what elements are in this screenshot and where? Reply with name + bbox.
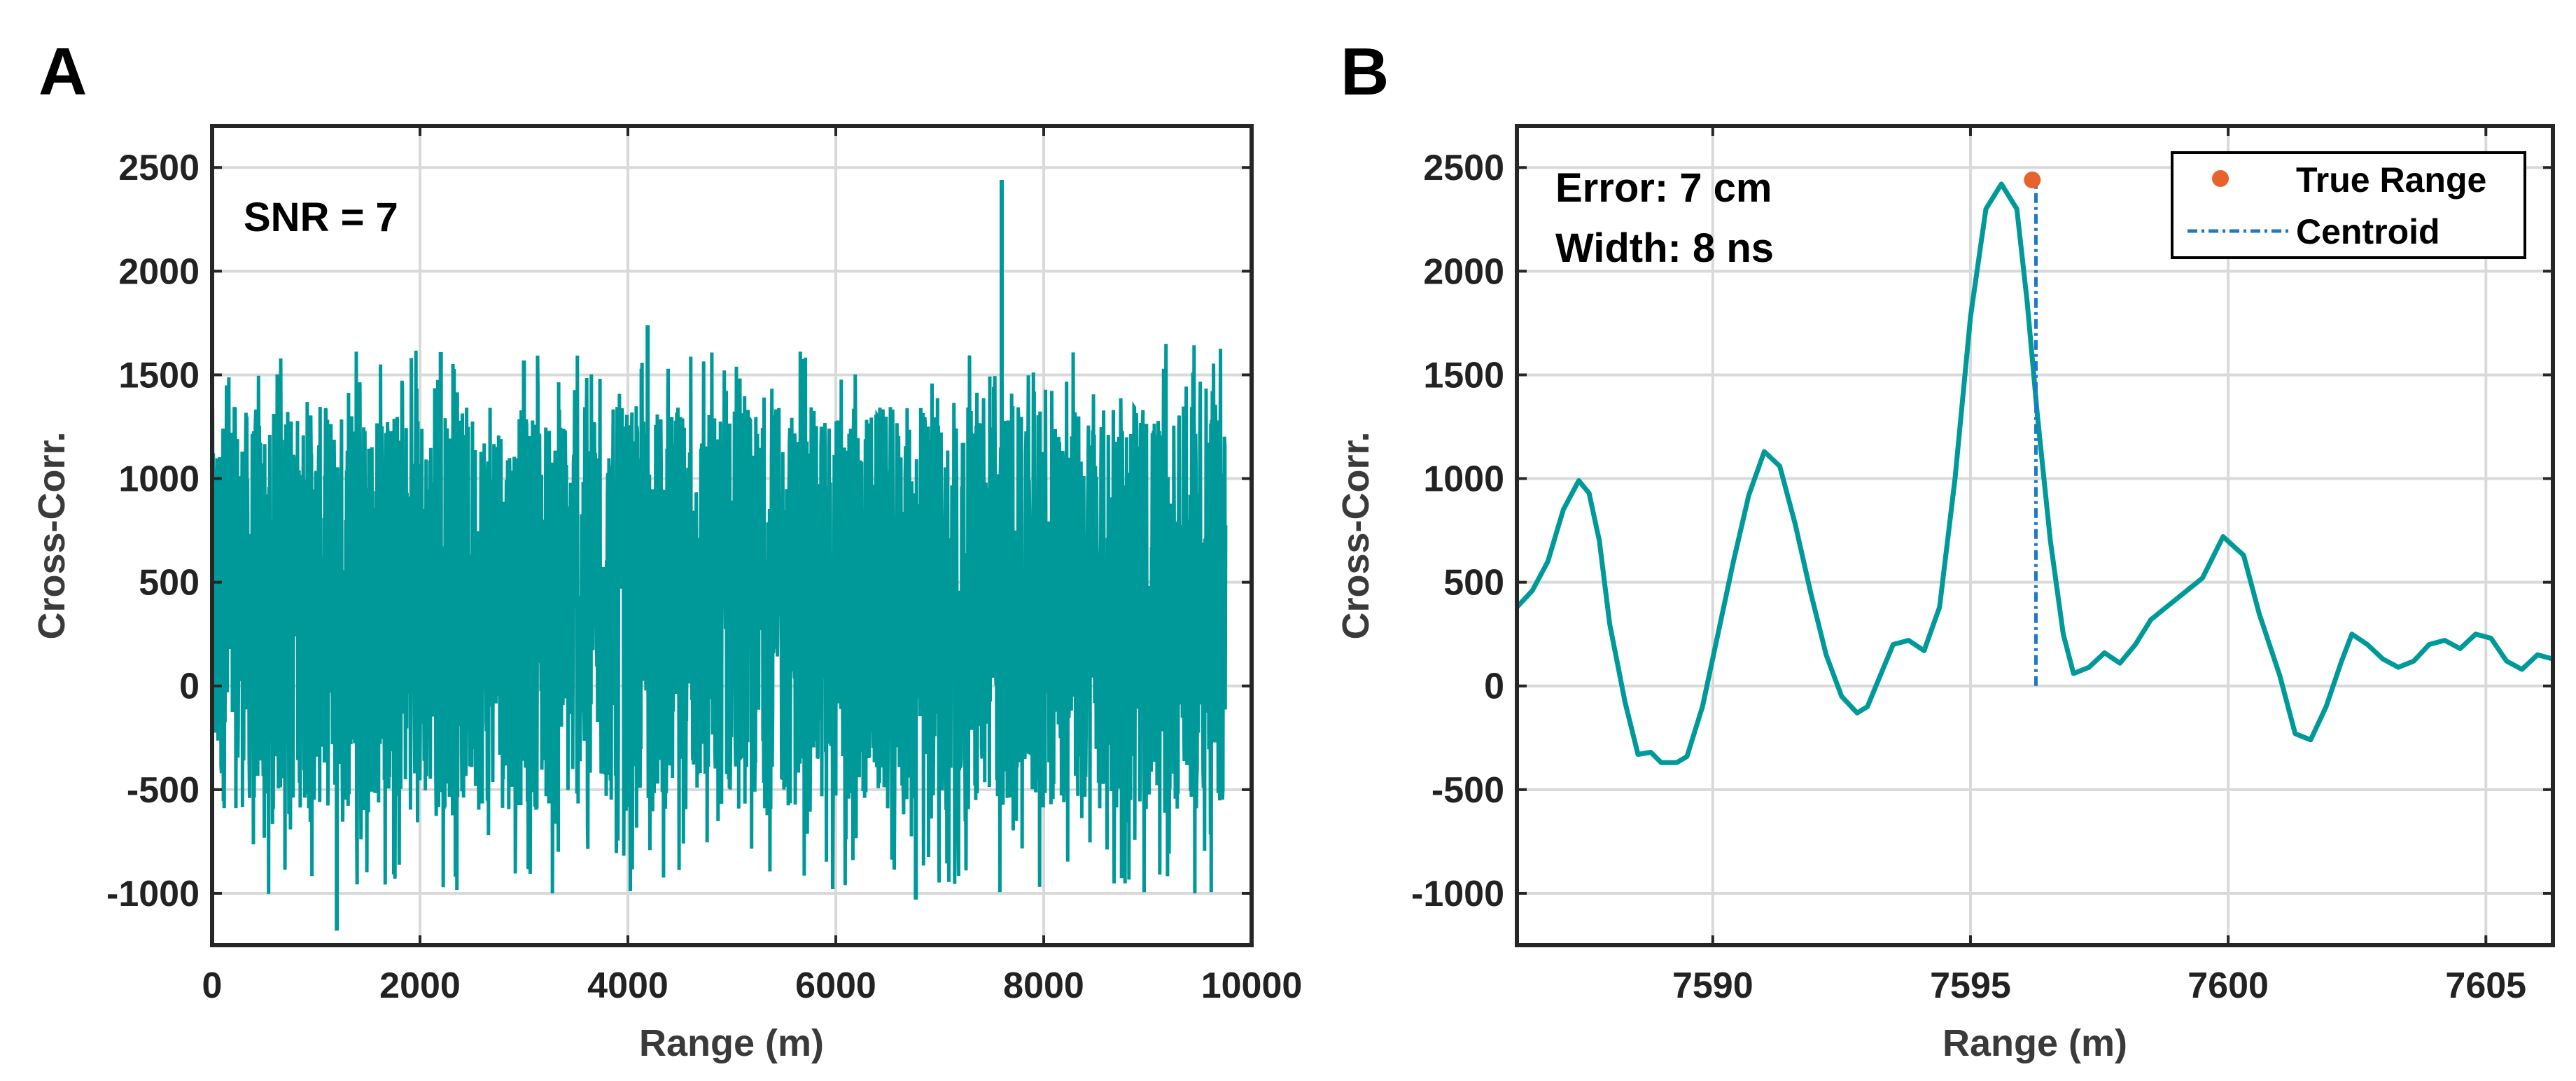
- noise-trace: [210, 344, 1228, 894]
- chart-a: -1000 -500 0 500 1000 1500 2000 2500 0 2000 4000 6…: [31, 124, 1303, 1064]
- y-axis-label-a: Cross-Corr.: [31, 431, 73, 639]
- y-tick-label: 2500: [1423, 148, 1504, 188]
- y-axis-label-b: Cross-Corr.: [1335, 431, 1377, 639]
- y-tick-label: 1000: [118, 459, 200, 500]
- grid-b: [1517, 126, 2553, 945]
- series-a-noise: [210, 180, 1228, 931]
- y-tick-label: 1000: [1423, 459, 1504, 500]
- x-tick-label: 7600: [2188, 965, 2269, 1006]
- x-tick-label: 7605: [2445, 965, 2526, 1006]
- x-axis-label-b: Range (m): [1942, 1022, 2127, 1064]
- x-axis-label-a: Range (m): [639, 1022, 824, 1064]
- x-ticks-a: 0 2000 4000 6000 8000 10000: [202, 126, 1303, 1006]
- y-ticks-a: -1000 -500 0 500 1000 1500 2000 2500: [106, 148, 1252, 914]
- y-tick-label: -1000: [106, 874, 200, 914]
- legend: True Range Centroid: [2171, 151, 2526, 259]
- y-tick-label: 2500: [118, 148, 200, 188]
- x-tick-label: 0: [202, 965, 223, 1006]
- panel-label-a: A: [38, 34, 87, 109]
- y-tick-label: -500: [127, 770, 200, 811]
- cross-corr-line: [1515, 181, 2554, 765]
- snr-annotation: SNR = 7: [244, 195, 398, 240]
- true-range-marker: [2024, 172, 2041, 189]
- y-ticks-b: -1000 -500 0 500 1000 1500 2000 2500: [1411, 148, 2553, 914]
- y-tick-label: 0: [1484, 667, 1504, 707]
- y-tick-label: 1500: [118, 355, 200, 396]
- y-tick-label: 2000: [118, 251, 200, 292]
- error-annotation: Error: 7 cm: [1555, 165, 1772, 211]
- y-tick-label: 500: [139, 563, 200, 604]
- chart-b: -1000 -500 0 500 1000 1500 2000 2500 7590 7595 76…: [1335, 124, 2555, 1064]
- width-annotation: Width: 8 ns: [1555, 225, 1774, 271]
- y-tick-label: 0: [179, 667, 200, 707]
- y-tick-label: 2000: [1423, 251, 1504, 292]
- x-ticks-b: 7590 7595 7600 7605: [1672, 126, 2526, 1006]
- x-tick-label: 6000: [795, 965, 876, 1006]
- y-tick-label: -1000: [1411, 874, 1504, 914]
- legend-box: [2171, 151, 2526, 259]
- x-tick-label: 7595: [1930, 965, 2011, 1006]
- y-tick-label: -500: [1432, 770, 1504, 811]
- plot-frame-a: [210, 124, 1254, 947]
- x-tick-label: 10000: [1201, 965, 1303, 1006]
- legend-centroid-label: Centroid: [2296, 212, 2440, 251]
- series-b: [1515, 172, 2554, 765]
- y-tick-label: 500: [1443, 563, 1504, 604]
- x-tick-label: 8000: [1003, 965, 1084, 1006]
- x-tick-label: 2000: [379, 965, 461, 1006]
- x-tick-label: 7590: [1672, 965, 1754, 1006]
- legend-true-range-label: True Range: [2296, 160, 2486, 200]
- legend-true-range-marker: [2212, 170, 2229, 187]
- x-tick-label: 4000: [587, 965, 668, 1006]
- plot-frame-b: [1515, 124, 2555, 947]
- panel-label-b: B: [1340, 34, 1389, 109]
- y-tick-label: 1500: [1423, 355, 1504, 396]
